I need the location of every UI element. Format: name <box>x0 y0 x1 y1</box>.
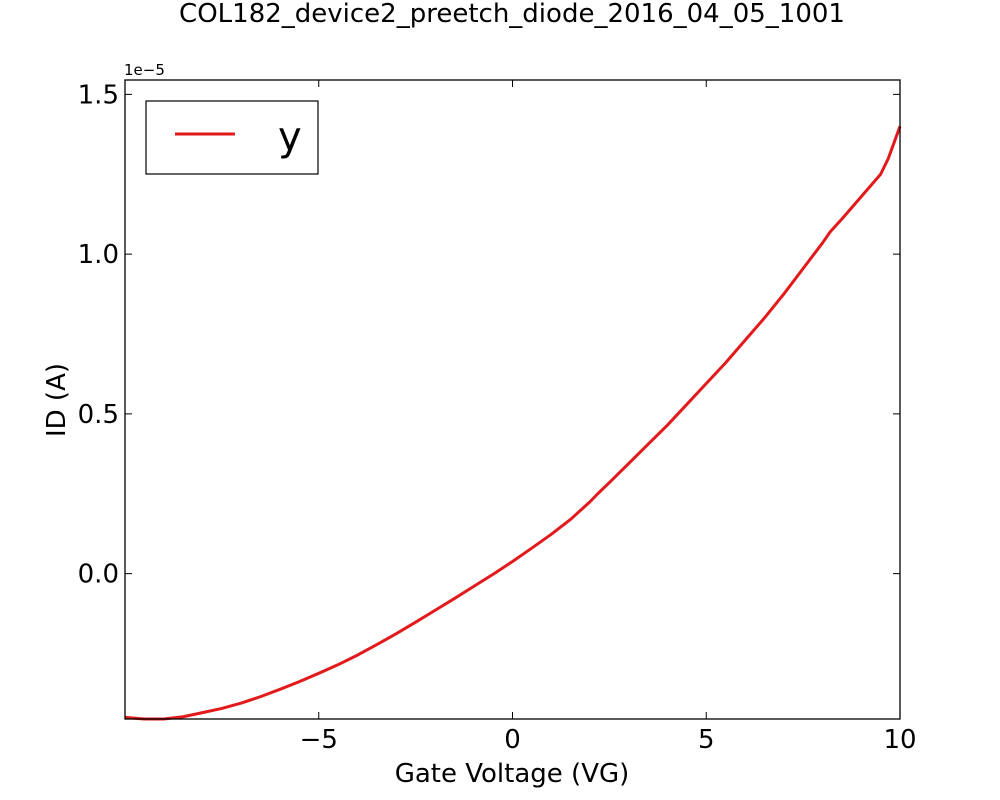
plot-frame <box>124 79 901 720</box>
legend: y <box>145 100 319 175</box>
x-tick-label: 0 <box>504 725 521 755</box>
series-line-y <box>124 125 902 721</box>
y-ticks: 0.0 0.5 1.0 1.5 <box>78 80 900 590</box>
y-tick-label: 0.0 <box>78 560 119 590</box>
plot-area <box>124 125 902 721</box>
x-tick-label: −5 <box>300 725 338 755</box>
y-tick-label: 1.0 <box>78 240 119 270</box>
legend-label-y: y <box>278 114 302 160</box>
y-axis-label: ID (A) <box>42 363 72 437</box>
x-tick-label: 10 <box>883 725 916 755</box>
y-offset-label: 1e−5 <box>124 61 165 79</box>
x-axis-label: Gate Voltage (VG) <box>395 759 630 789</box>
legend-box <box>145 100 319 175</box>
x-ticks: −5 0 5 10 <box>300 80 917 755</box>
y-tick-label: 0.5 <box>78 400 119 430</box>
y-tick-label: 1.5 <box>78 80 119 110</box>
x-tick-label: 5 <box>698 725 715 755</box>
chart-title: COL182_device2_preetch_diode_2016_04_05_… <box>179 0 845 29</box>
